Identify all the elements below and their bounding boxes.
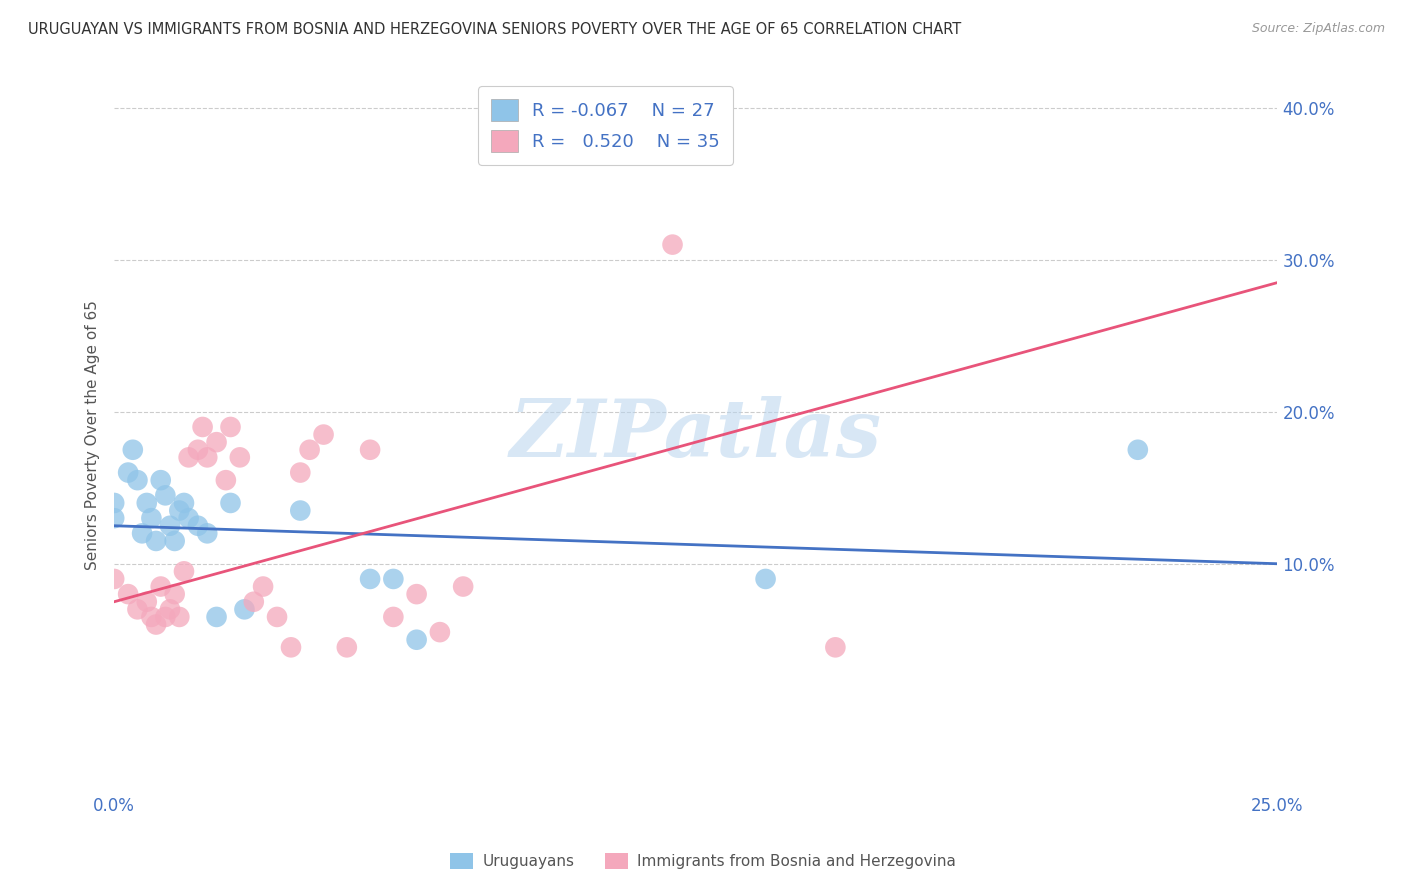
Point xyxy=(824,640,846,655)
Point xyxy=(205,435,228,450)
Point xyxy=(252,580,274,594)
Point xyxy=(215,473,238,487)
Point xyxy=(382,572,405,586)
Point xyxy=(359,442,381,457)
Point xyxy=(103,511,125,525)
Point xyxy=(336,640,359,655)
Point xyxy=(177,511,200,525)
Point xyxy=(312,427,335,442)
Point xyxy=(405,632,427,647)
Point xyxy=(135,595,157,609)
Point xyxy=(429,625,451,640)
Point xyxy=(141,610,163,624)
Point xyxy=(359,572,381,586)
Point xyxy=(233,602,256,616)
Point xyxy=(121,442,143,457)
Point xyxy=(149,473,172,487)
Point xyxy=(127,473,149,487)
Point xyxy=(755,572,778,586)
Point xyxy=(405,587,427,601)
Point xyxy=(159,602,181,616)
Point xyxy=(191,420,214,434)
Point xyxy=(382,610,405,624)
Point xyxy=(169,503,191,517)
Point xyxy=(127,602,149,616)
Point xyxy=(135,496,157,510)
Point xyxy=(266,610,288,624)
Point xyxy=(280,640,302,655)
Point xyxy=(159,518,181,533)
Point xyxy=(451,580,474,594)
Y-axis label: Seniors Poverty Over the Age of 65: Seniors Poverty Over the Age of 65 xyxy=(86,300,100,569)
Point xyxy=(205,610,228,624)
Point xyxy=(163,587,186,601)
Point xyxy=(219,496,242,510)
Point xyxy=(177,450,200,465)
Point xyxy=(290,503,312,517)
Point xyxy=(219,420,242,434)
Point xyxy=(661,237,683,252)
Text: Source: ZipAtlas.com: Source: ZipAtlas.com xyxy=(1251,22,1385,36)
Text: ZIPatlas: ZIPatlas xyxy=(510,396,882,474)
Point xyxy=(145,617,167,632)
Legend: R = -0.067    N = 27, R =   0.520    N = 35: R = -0.067 N = 27, R = 0.520 N = 35 xyxy=(478,87,733,165)
Point xyxy=(149,580,172,594)
Point xyxy=(117,587,139,601)
Point xyxy=(173,496,195,510)
Point xyxy=(242,595,264,609)
Point xyxy=(1126,442,1149,457)
Point xyxy=(131,526,153,541)
Point xyxy=(195,450,218,465)
Point xyxy=(145,533,167,548)
Point xyxy=(103,496,125,510)
Point xyxy=(141,511,163,525)
Point xyxy=(163,533,186,548)
Point xyxy=(229,450,252,465)
Point xyxy=(169,610,191,624)
Point xyxy=(187,442,209,457)
Point xyxy=(173,565,195,579)
Point xyxy=(187,518,209,533)
Text: URUGUAYAN VS IMMIGRANTS FROM BOSNIA AND HERZEGOVINA SENIORS POVERTY OVER THE AGE: URUGUAYAN VS IMMIGRANTS FROM BOSNIA AND … xyxy=(28,22,962,37)
Point xyxy=(298,442,321,457)
Point xyxy=(290,466,312,480)
Point xyxy=(117,466,139,480)
Point xyxy=(195,526,218,541)
Point xyxy=(103,572,125,586)
Point xyxy=(155,610,177,624)
Point xyxy=(155,488,177,502)
Legend: Uruguayans, Immigrants from Bosnia and Herzegovina: Uruguayans, Immigrants from Bosnia and H… xyxy=(444,847,962,875)
